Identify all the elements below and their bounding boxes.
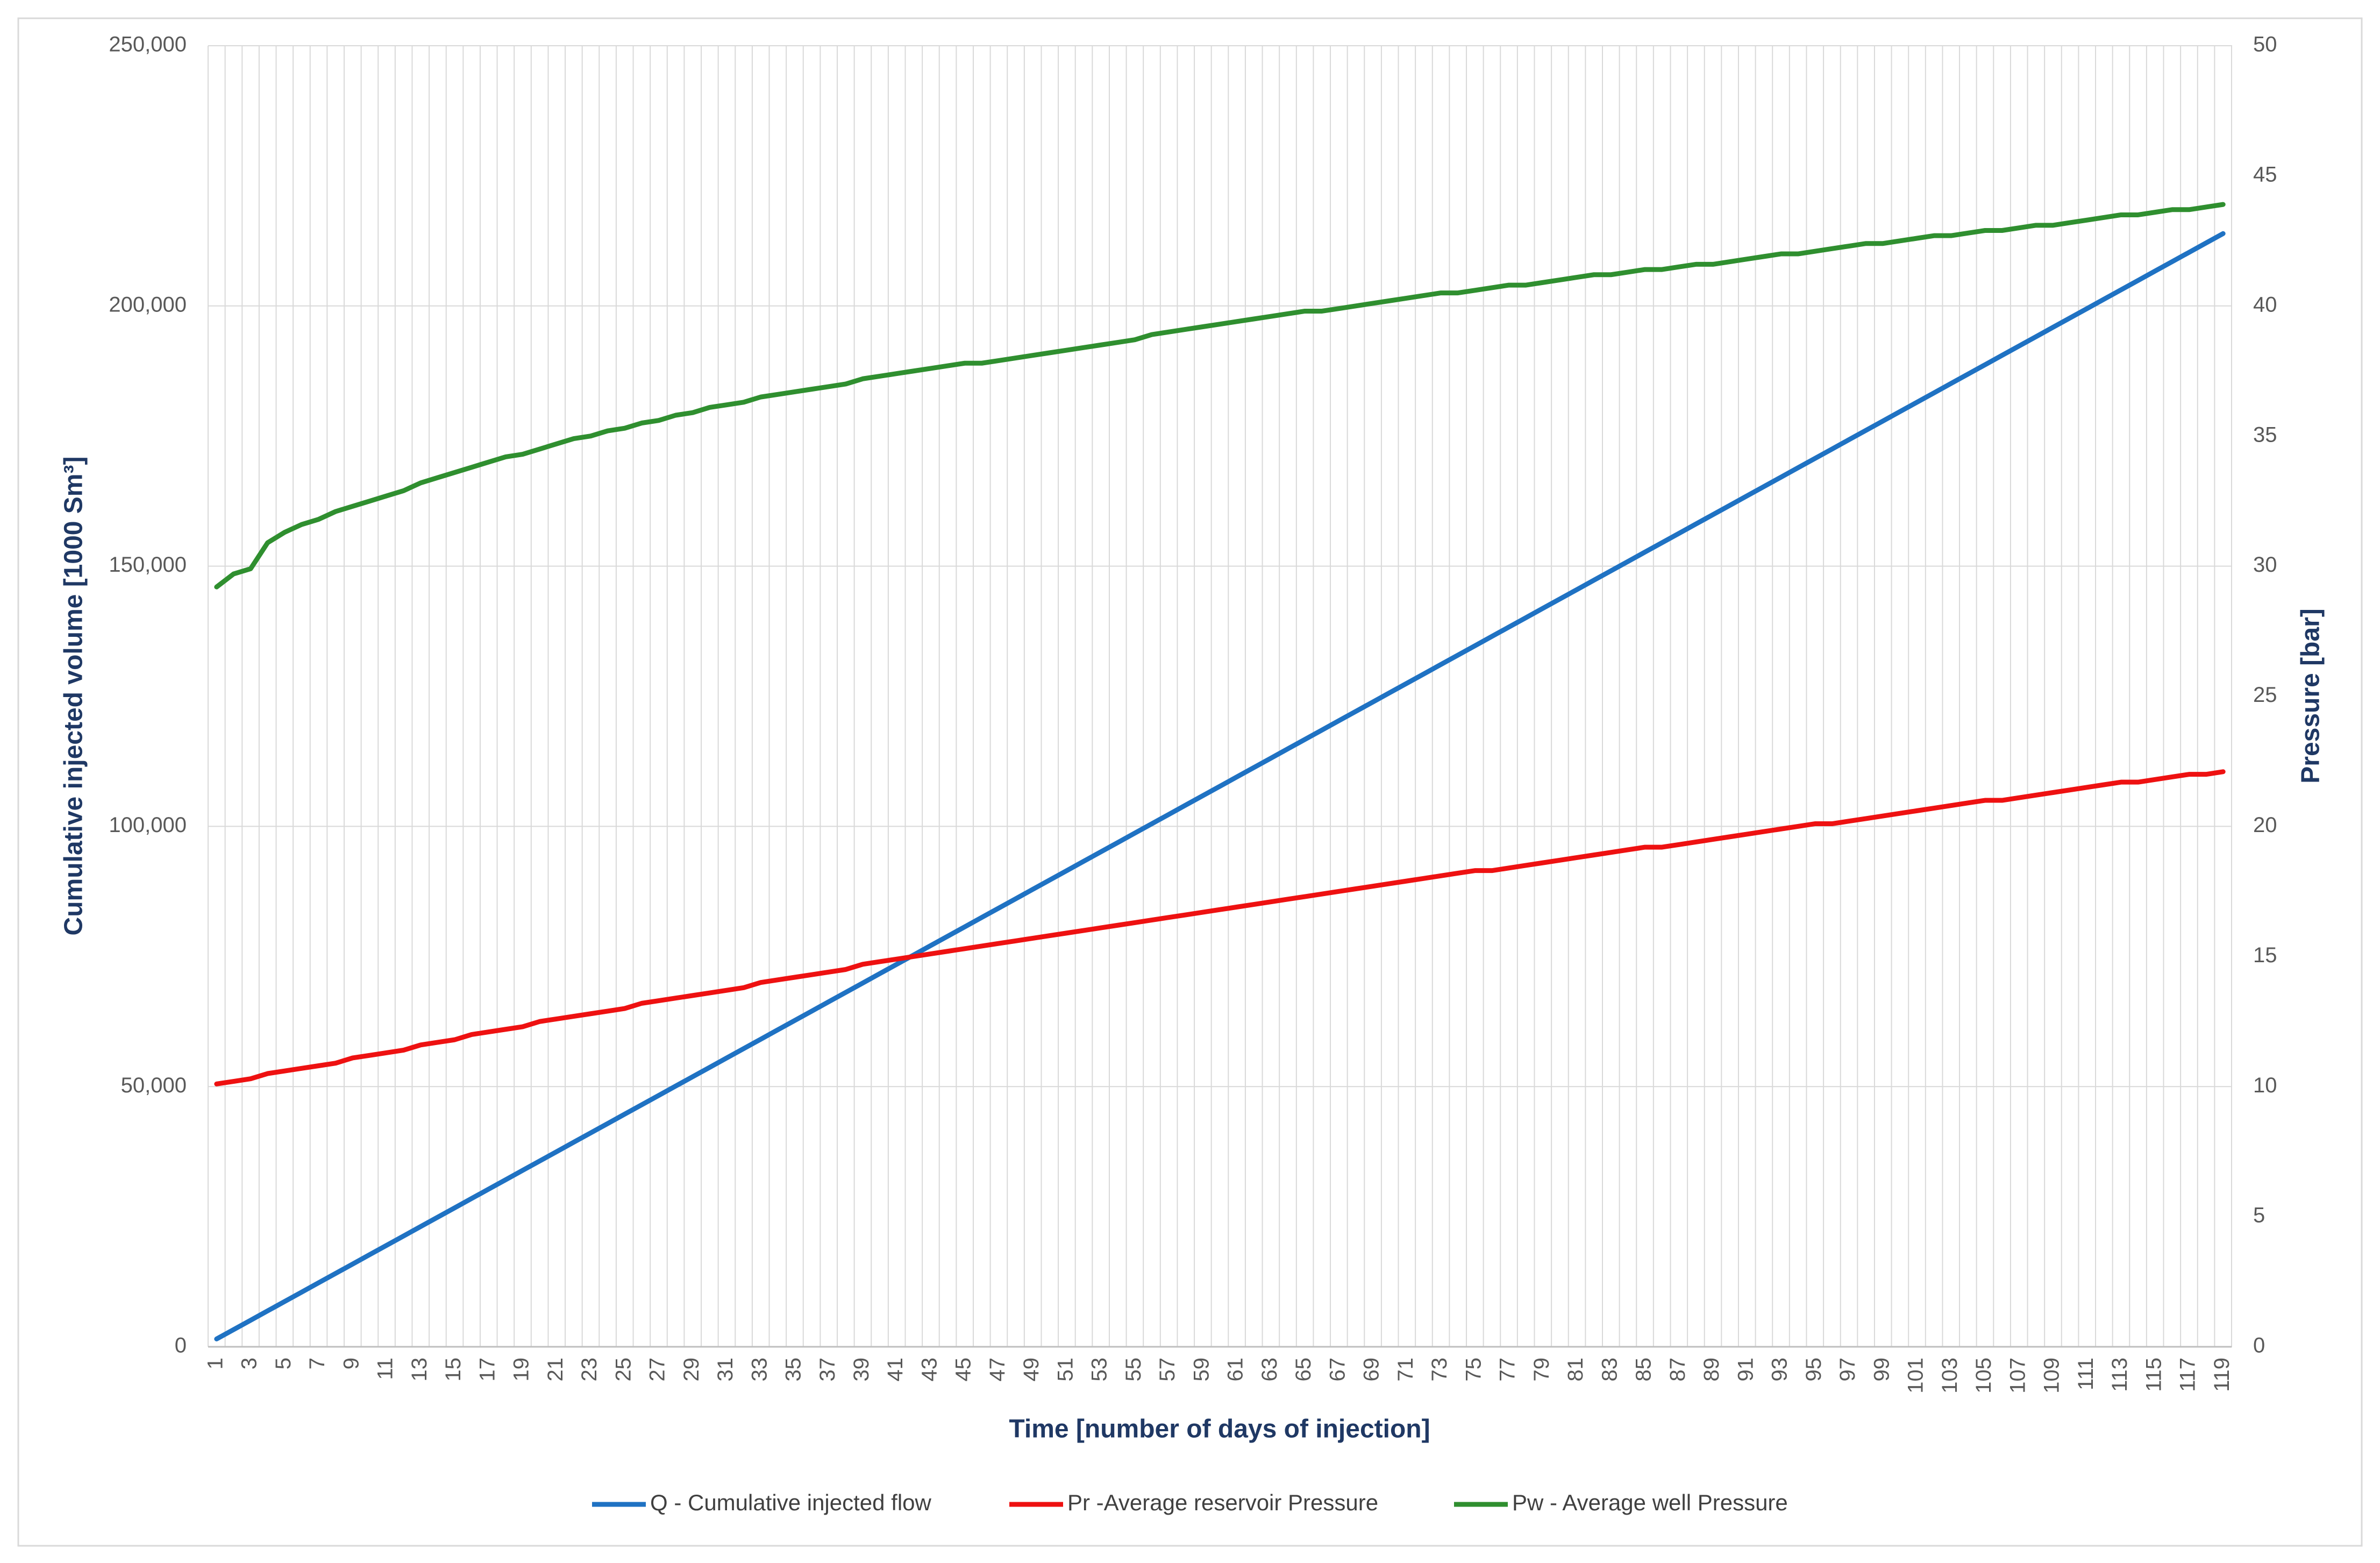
y2-axis-title: Pressure [bar]: [2297, 608, 2325, 783]
y2-tick-label: 35: [2253, 423, 2277, 446]
x-tick-label: 13: [408, 1358, 431, 1382]
series-line: [214, 202, 2226, 589]
legend-label: Q - Cumulative injected flow: [650, 1490, 932, 1515]
y2-tick-label: 0: [2253, 1334, 2265, 1358]
x-tick-label: 95: [1802, 1358, 1826, 1382]
x-tick-label: 89: [1700, 1358, 1723, 1382]
x-tick-label: 91: [1734, 1358, 1757, 1382]
chart-frame: [17, 17, 2363, 1547]
x-tick-label: 77: [1496, 1358, 1520, 1382]
x-tick-label: 43: [917, 1358, 941, 1382]
x-tick-label: 53: [1088, 1358, 1111, 1382]
x-tick-label: 111: [2074, 1358, 2098, 1390]
legend-label: Pw - Average well Pressure: [1512, 1490, 1788, 1515]
x-tick-label: 117: [2176, 1358, 2200, 1392]
x-tick-label: 63: [1258, 1358, 1281, 1382]
x-tick-label: 11: [374, 1358, 397, 1380]
x-tick-label: 1: [203, 1358, 227, 1369]
x-tick-label: 79: [1530, 1358, 1554, 1382]
x-tick-label: 39: [850, 1358, 873, 1382]
x-tick-label: 81: [1564, 1358, 1587, 1382]
y-tick-label: 0: [175, 1334, 187, 1358]
x-tick-label: 3: [238, 1358, 261, 1369]
x-tick-label: 71: [1394, 1358, 1417, 1382]
x-tick-label: 21: [544, 1358, 567, 1382]
x-tick-label: 51: [1053, 1358, 1077, 1382]
y-tick-label: 150,000: [109, 553, 187, 577]
x-tick-label: 41: [883, 1358, 907, 1382]
x-tick-label: 113: [2108, 1358, 2132, 1392]
y-tick-label: 50,000: [121, 1074, 187, 1097]
y-axis-title: Cumulative injected volume [1000 Sm³]: [60, 457, 88, 936]
x-tick-label: 37: [816, 1358, 839, 1382]
x-tick-label: 97: [1836, 1358, 1859, 1382]
x-tick-label: 9: [339, 1358, 363, 1369]
x-tick-label: 49: [1020, 1358, 1043, 1382]
x-tick-label: 93: [1768, 1358, 1792, 1382]
x-tick-label: 57: [1156, 1358, 1179, 1382]
x-tick-label: 107: [2006, 1358, 2029, 1394]
y2-tick-label: 10: [2253, 1074, 2277, 1097]
x-tick-label: 67: [1326, 1358, 1349, 1382]
y2-tick-label: 50: [2253, 33, 2277, 56]
series-line: [214, 769, 2226, 1086]
y2-tick-label: 25: [2253, 683, 2277, 707]
x-tick-label: 101: [1904, 1358, 1928, 1394]
x-tick-label: 75: [1462, 1358, 1485, 1382]
x-tick-label: 103: [1938, 1358, 1962, 1394]
x-tick-label: 23: [578, 1358, 601, 1382]
x-tick-label: 73: [1428, 1358, 1451, 1382]
x-tick-label: 25: [611, 1358, 635, 1382]
x-tick-label: 35: [782, 1358, 806, 1382]
x-tick-label: 27: [646, 1358, 669, 1382]
y2-tick-label: 40: [2253, 293, 2277, 316]
x-tick-label: 115: [2142, 1358, 2165, 1392]
y2-tick-label: 15: [2253, 943, 2277, 967]
y2-tick-label: 45: [2253, 162, 2277, 186]
x-tick-label: 45: [952, 1358, 975, 1382]
x-tick-label: 7: [305, 1358, 329, 1369]
x-tick-label: 61: [1224, 1358, 1248, 1382]
x-tick-label: 105: [1972, 1358, 1996, 1394]
x-tick-label: 59: [1189, 1358, 1213, 1382]
x-tick-label: 5: [272, 1358, 295, 1369]
x-tick-label: 17: [475, 1358, 499, 1382]
x-tick-label: 15: [441, 1358, 465, 1382]
y2-tick-label: 30: [2253, 553, 2277, 577]
x-tick-label: 29: [680, 1358, 703, 1382]
x-tick-label: 69: [1360, 1358, 1384, 1382]
x-tick-label: 65: [1292, 1358, 1315, 1382]
x-tick-label: 47: [986, 1358, 1009, 1382]
y-tick-label: 100,000: [109, 813, 187, 837]
x-tick-label: 87: [1666, 1358, 1690, 1382]
x-tick-label: 19: [510, 1358, 533, 1382]
y-tick-label: 200,000: [109, 293, 187, 316]
series-line: [214, 231, 2226, 1341]
y2-tick-label: 5: [2253, 1204, 2265, 1227]
x-tick-label: 99: [1870, 1358, 1893, 1382]
legend-label: Pr -Average reservoir Pressure: [1067, 1490, 1378, 1515]
x-axis-title: Time [number of days of injection]: [1009, 1415, 1430, 1444]
x-tick-label: 119: [2210, 1358, 2234, 1392]
x-tick-label: 55: [1122, 1358, 1145, 1382]
x-tick-label: 83: [1598, 1358, 1621, 1382]
x-tick-label: 85: [1632, 1358, 1656, 1382]
y2-tick-label: 20: [2253, 813, 2277, 837]
x-tick-label: 109: [2040, 1358, 2064, 1394]
x-tick-label: 31: [714, 1358, 737, 1382]
x-tick-label: 33: [747, 1358, 771, 1382]
y-tick-label: 250,000: [109, 33, 187, 56]
